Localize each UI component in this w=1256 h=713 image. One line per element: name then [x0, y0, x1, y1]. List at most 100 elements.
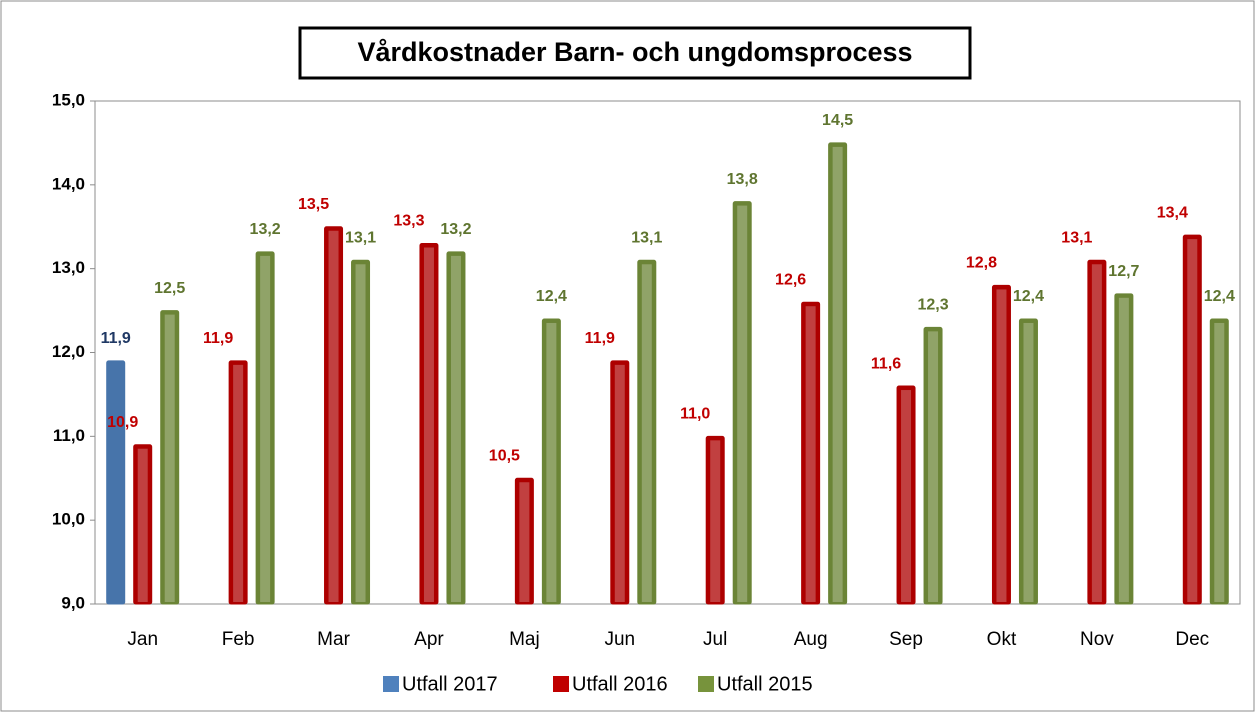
value-label: 11,0: [680, 406, 710, 423]
bar: [1018, 318, 1038, 605]
bar-highlight: [928, 331, 939, 602]
bar: [610, 360, 630, 605]
bar-highlight: [546, 322, 557, 602]
x-tick-label: Mar: [317, 629, 350, 650]
value-label: 12,6: [775, 271, 806, 288]
value-label: 13,3: [393, 213, 424, 230]
value-label: 13,1: [1061, 230, 1092, 247]
bar-highlight: [1214, 322, 1225, 602]
bar: [801, 301, 821, 605]
y-tick-label: 9,0: [61, 593, 85, 612]
value-label: 12,7: [1108, 263, 1139, 280]
value-label: 12,5: [154, 280, 185, 297]
bar: [896, 385, 916, 605]
value-label: 12,4: [1204, 288, 1235, 305]
y-tick-label: 15,0: [52, 90, 85, 109]
bar: [351, 259, 371, 605]
bar-highlight: [641, 264, 652, 602]
bar-highlight: [901, 390, 912, 602]
bar: [228, 360, 248, 605]
bar: [1209, 318, 1229, 605]
bar: [828, 142, 848, 605]
bar: [705, 435, 725, 605]
legend-label: Utfall 2017: [402, 673, 498, 695]
bar: [541, 318, 561, 605]
bar-highlight: [805, 306, 816, 602]
bar: [637, 259, 657, 605]
bar: [446, 251, 466, 605]
bar-highlight: [260, 255, 271, 602]
bar: [991, 284, 1011, 605]
bar-highlight: [355, 264, 366, 602]
legend-label: Utfall 2015: [717, 673, 813, 695]
x-tick-label: Feb: [222, 629, 255, 650]
legend-swatch: [698, 676, 714, 692]
value-label: 12,4: [536, 288, 567, 305]
value-label: 10,9: [107, 414, 138, 431]
bar-highlight: [164, 314, 175, 602]
bar-highlight: [832, 146, 843, 602]
x-tick-label: Sep: [889, 629, 923, 650]
x-tick-label: Aug: [794, 629, 828, 650]
bar-highlight: [1091, 264, 1102, 602]
y-tick-label: 10,0: [52, 510, 85, 529]
x-tick-label: Apr: [414, 629, 444, 650]
value-label: 13,2: [440, 221, 471, 238]
bar: [1182, 234, 1202, 605]
title-box: [298, 26, 972, 80]
bar: [732, 201, 752, 605]
x-tick-label: Jun: [604, 629, 635, 650]
bar: [514, 477, 534, 605]
y-tick-label: 14,0: [52, 174, 85, 193]
y-tick-label: 12,0: [52, 342, 85, 361]
bar-highlight: [614, 364, 625, 602]
bar-highlight: [1187, 239, 1198, 602]
bar: [923, 326, 943, 605]
x-tick-label: Maj: [509, 629, 540, 650]
bar: [106, 360, 126, 605]
bar: [1087, 259, 1107, 605]
bar-highlight: [710, 440, 721, 602]
bar-highlight: [737, 205, 748, 602]
chart-title: Vårdkostnader Barn- och ungdomsprocess: [357, 37, 912, 67]
value-label: 11,9: [585, 330, 615, 347]
bar-highlight: [1118, 297, 1129, 602]
bar: [1114, 293, 1134, 605]
y-tick-label: 11,0: [53, 426, 85, 445]
x-tick-label: Jan: [127, 629, 158, 650]
bar-highlight: [996, 289, 1007, 602]
bar: [419, 243, 439, 605]
bar: [133, 444, 153, 605]
bar-highlight: [137, 448, 148, 602]
value-label: 12,4: [1013, 288, 1044, 305]
legend-label: Utfall 2016: [572, 673, 668, 695]
value-label: 10,5: [489, 447, 520, 464]
bar-highlight: [423, 247, 434, 602]
legend-swatch: [383, 676, 399, 692]
value-label: 13,1: [631, 230, 662, 247]
bar-highlight: [233, 364, 244, 602]
legend-swatch: [553, 676, 569, 692]
value-label: 13,8: [727, 171, 758, 188]
bar-highlight: [519, 482, 530, 602]
bar-highlight: [1023, 322, 1034, 602]
value-label: 11,9: [203, 330, 233, 347]
value-label: 12,8: [966, 255, 997, 272]
x-tick-label: Dec: [1175, 629, 1209, 650]
x-tick-label: Jul: [703, 629, 727, 650]
bar: [255, 251, 275, 605]
value-label: 11,6: [871, 355, 901, 372]
bar-highlight: [450, 255, 461, 602]
value-label: 12,3: [917, 297, 948, 314]
value-label: 13,5: [298, 196, 329, 213]
bar: [160, 310, 180, 605]
x-tick-label: Okt: [987, 629, 1017, 650]
value-label: 13,4: [1157, 204, 1188, 221]
y-tick-label: 13,0: [52, 258, 85, 277]
value-label: 14,5: [822, 112, 853, 129]
value-label: 11,9: [101, 330, 131, 347]
value-label: 13,2: [250, 221, 281, 238]
value-label: 13,1: [345, 230, 376, 247]
x-tick-label: Nov: [1080, 629, 1114, 650]
